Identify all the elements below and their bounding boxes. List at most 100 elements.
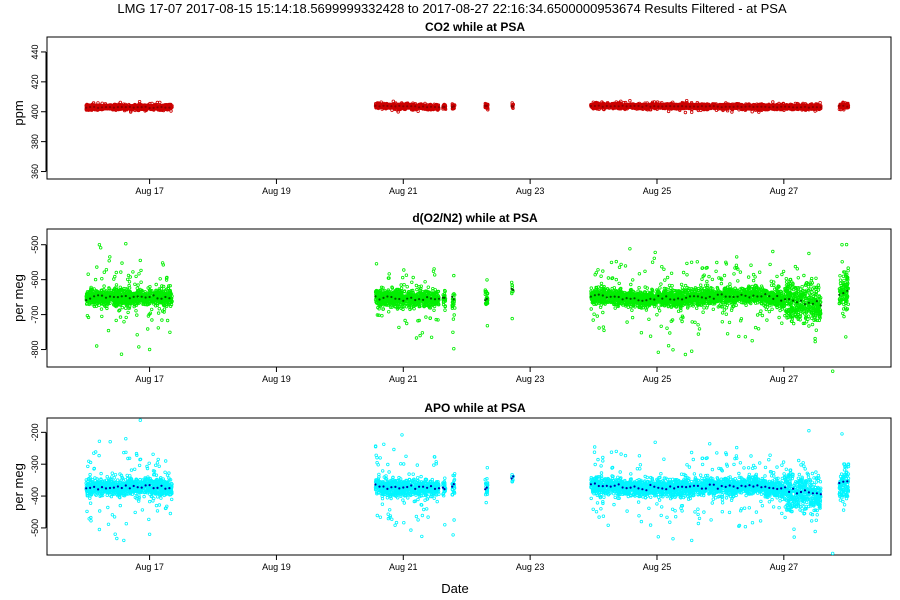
x-tick-label: Aug 25 xyxy=(643,186,672,196)
data-point xyxy=(139,268,143,273)
mean-point xyxy=(485,104,488,107)
data-point xyxy=(98,246,103,250)
data-point xyxy=(139,280,143,284)
data-point xyxy=(134,274,138,279)
data-point xyxy=(119,352,124,356)
mean-point xyxy=(677,105,680,108)
mean-point xyxy=(386,104,389,108)
x-tick-label: Aug 23 xyxy=(516,186,545,196)
data-point xyxy=(158,100,162,105)
mean-point xyxy=(815,106,819,109)
data-point xyxy=(628,98,632,103)
y-tick-label: 380 xyxy=(30,134,40,149)
data-point xyxy=(156,326,160,330)
data-point xyxy=(137,345,141,349)
mean-point xyxy=(402,105,405,108)
mean-point xyxy=(756,105,759,108)
x-tick-label: Aug 17 xyxy=(135,186,164,196)
mean-point xyxy=(795,106,799,109)
mean-point xyxy=(842,104,845,107)
mean-point xyxy=(637,104,640,108)
mean-point xyxy=(665,105,668,108)
mean-point xyxy=(97,106,100,109)
mean-point xyxy=(422,105,425,108)
mean-point xyxy=(152,106,155,109)
data-point xyxy=(107,259,111,263)
data-point xyxy=(137,272,141,276)
data-point xyxy=(124,315,128,320)
mean-point xyxy=(685,105,688,108)
mean-point xyxy=(452,105,455,108)
mean-point xyxy=(112,106,115,109)
mean-point xyxy=(429,105,433,108)
data-point xyxy=(118,315,123,319)
mean-point xyxy=(629,105,632,108)
y-tick-label: 400 xyxy=(30,104,40,119)
mean-point xyxy=(704,105,708,108)
mean-point xyxy=(437,106,441,109)
mean-point xyxy=(811,105,815,109)
mean-point xyxy=(124,106,127,109)
mean-point xyxy=(819,106,822,109)
mean-point xyxy=(617,105,620,108)
mean-point xyxy=(688,105,692,108)
y-tick-label: 440 xyxy=(30,44,40,59)
mean-point xyxy=(838,104,841,107)
mean-point xyxy=(597,104,600,107)
data-point xyxy=(750,109,754,114)
mean-point xyxy=(760,105,763,108)
mean-point xyxy=(398,104,401,107)
mean-point xyxy=(406,105,409,108)
mean-point xyxy=(720,106,723,109)
mean-point xyxy=(512,105,515,108)
mean-point xyxy=(378,105,381,108)
data-point xyxy=(818,100,822,105)
mean-point xyxy=(89,105,92,109)
mean-point xyxy=(418,106,421,109)
mean-point xyxy=(104,106,108,109)
mean-point xyxy=(716,105,719,108)
panel-co2-points xyxy=(84,98,851,115)
mean-point xyxy=(120,105,123,109)
mean-point xyxy=(605,104,608,108)
mean-point xyxy=(673,105,676,108)
mean-point xyxy=(744,105,747,108)
mean-point xyxy=(784,105,787,108)
mean-point xyxy=(748,105,751,108)
data-point xyxy=(160,284,164,288)
mean-point xyxy=(593,104,597,108)
data-point xyxy=(666,109,671,114)
y-tick-label: 360 xyxy=(30,164,40,179)
panel-o2n2: d(O2/N2) while at PSA per meg -800-700-6… xyxy=(11,211,892,384)
mean-point xyxy=(93,105,96,108)
panel-co2-ylabel: ppm xyxy=(11,100,26,125)
panel-co2-title: CO2 while at PSA xyxy=(425,20,525,34)
mean-point xyxy=(752,105,755,109)
mean-point xyxy=(645,104,648,107)
mean-point xyxy=(696,105,700,108)
data-point xyxy=(114,270,118,275)
mean-point xyxy=(621,104,624,107)
data-point xyxy=(690,110,694,114)
mean-point xyxy=(116,106,119,109)
mean-point xyxy=(100,106,104,109)
mean-point xyxy=(390,105,393,108)
mean-point xyxy=(780,105,783,108)
mean-point xyxy=(410,105,413,108)
mean-point xyxy=(128,105,131,108)
mean-point xyxy=(708,105,711,108)
mean-point xyxy=(374,104,377,107)
x-tick-label: Aug 19 xyxy=(262,186,291,196)
data-point xyxy=(99,307,104,311)
mean-point xyxy=(661,105,664,108)
data-point xyxy=(120,305,124,310)
data-point xyxy=(100,277,104,281)
data-point xyxy=(391,99,395,103)
mean-point xyxy=(681,105,684,108)
mean-point xyxy=(156,106,159,109)
mean-point xyxy=(649,105,652,108)
data-point xyxy=(730,110,734,114)
figure-title: LMG 17-07 2017-08-15 15:14:18.5699999332… xyxy=(117,1,787,16)
